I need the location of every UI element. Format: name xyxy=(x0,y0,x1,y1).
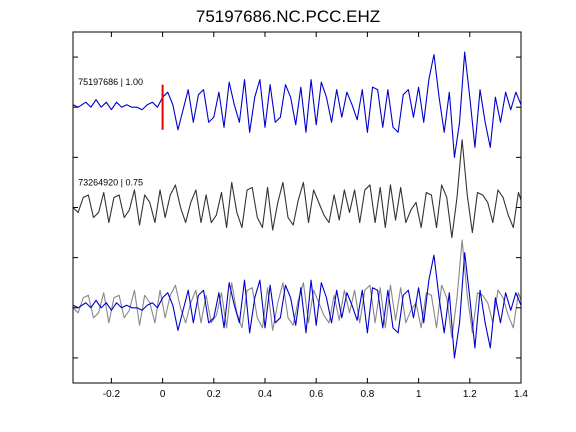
x-tick-label: 1.4 xyxy=(514,389,528,400)
trace-line-1 xyxy=(72,139,522,239)
x-tick-label: 1.2 xyxy=(463,389,477,400)
trace-label-0: 75197686 | 1.00 xyxy=(78,77,143,87)
chart-title: 75197686.NC.PCC.EHZ xyxy=(195,7,381,26)
x-tick-label: 0.4 xyxy=(258,389,272,400)
x-tick-label: 1 xyxy=(416,389,422,400)
x-tick-label: -0.2 xyxy=(103,389,121,400)
x-tick-label: 0.8 xyxy=(360,389,374,400)
x-tick-label: 0.6 xyxy=(309,389,323,400)
trace-line-0 xyxy=(72,51,522,158)
trace-line-2 xyxy=(72,252,522,359)
x-tick-label: 0.2 xyxy=(207,389,221,400)
trace-label-1: 73264920 | 0.75 xyxy=(78,177,143,187)
trace-line-3 xyxy=(72,239,522,339)
x-tick-label: 0 xyxy=(160,389,166,400)
